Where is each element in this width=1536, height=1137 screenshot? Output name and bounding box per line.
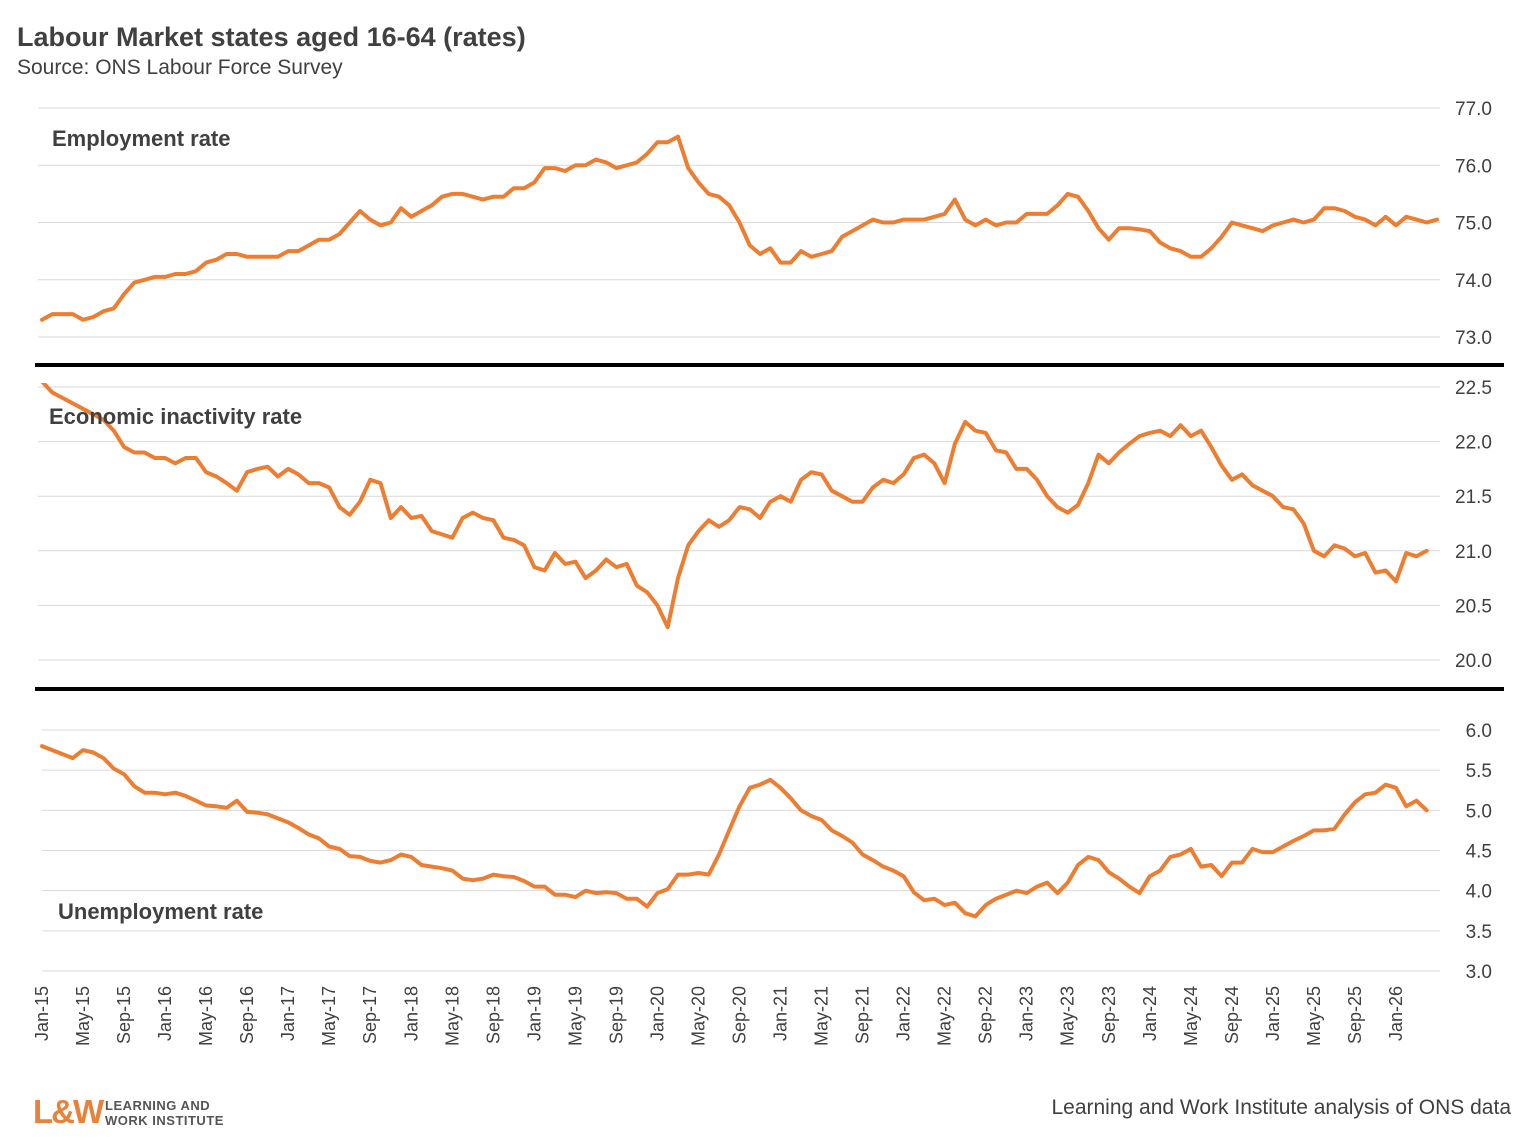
- y-tick-label: 5.0: [1466, 801, 1492, 822]
- y-tick-label: 3.5: [1466, 922, 1492, 943]
- chart-title: Labour Market states aged 16-64 (rates): [17, 22, 526, 52]
- x-tick-label: May-21: [812, 986, 832, 1046]
- y-tick-label: 21.5: [1455, 487, 1492, 508]
- x-tick-label: May-16: [196, 986, 216, 1046]
- x-tick-label: Sep-25: [1345, 986, 1365, 1044]
- x-tick-label: May-20: [689, 986, 709, 1046]
- x-tick-label: Sep-22: [976, 986, 996, 1044]
- y-tick-label: 22.5: [1455, 378, 1492, 399]
- y-tick-label: 74.0: [1455, 271, 1492, 292]
- x-tick-label: Jan-20: [647, 986, 667, 1041]
- x-tick-label: May-24: [1181, 986, 1201, 1046]
- x-tick-label: May-17: [319, 986, 339, 1046]
- y-tick-label: 5.5: [1466, 761, 1492, 782]
- lw-logo: L&W LEARNING AND WORK INSTITUTE: [33, 1094, 273, 1134]
- x-tick-label: Jan-21: [771, 986, 791, 1041]
- logo-line-2: WORK INSTITUTE: [105, 1113, 224, 1128]
- x-tick-label: Sep-18: [483, 986, 503, 1044]
- x-tick-label: Jan-19: [524, 986, 544, 1041]
- y-tick-label: 4.0: [1466, 882, 1492, 903]
- x-tick-label: Sep-15: [114, 986, 134, 1044]
- x-tick-label: Sep-16: [237, 986, 257, 1044]
- panel-title: Employment rate: [52, 126, 231, 151]
- x-tick-label: May-19: [565, 986, 585, 1046]
- y-tick-label: 77.0: [1455, 99, 1492, 120]
- x-tick-label: Jan-22: [894, 986, 914, 1041]
- y-tick-label: 73.0: [1455, 328, 1492, 349]
- logo-text: LEARNING AND WORK INSTITUTE: [105, 1098, 224, 1128]
- x-tick-label: Jan-15: [32, 986, 52, 1041]
- footer-credit: Learning and Work Institute analysis of …: [1051, 1096, 1511, 1119]
- x-tick-label: Jan-23: [1017, 986, 1037, 1041]
- x-tick-label: Sep-17: [360, 986, 380, 1044]
- logo-line-1: LEARNING AND: [105, 1098, 211, 1113]
- x-tick-label: Sep-21: [853, 986, 873, 1044]
- x-tick-label: Jan-16: [155, 986, 175, 1041]
- y-tick-label: 20.0: [1455, 651, 1492, 672]
- x-tick-label: Jan-17: [278, 986, 298, 1041]
- series-line-1: [40, 134, 1439, 322]
- x-tick-label: May-15: [73, 986, 93, 1046]
- x-tick-label: Sep-24: [1222, 986, 1242, 1044]
- x-tick-label: May-18: [442, 986, 462, 1046]
- series-line-3: [40, 744, 1429, 919]
- panel-title: Unemployment rate: [58, 899, 263, 924]
- y-tick-label: 21.0: [1455, 542, 1492, 563]
- y-tick-label: 75.0: [1455, 214, 1492, 235]
- y-tick-label: 3.0: [1466, 962, 1492, 983]
- y-tick-label: 76.0: [1455, 156, 1492, 177]
- x-tick-label: Jan-25: [1263, 986, 1283, 1041]
- panel-title: Economic inactivity rate: [49, 404, 302, 429]
- x-tick-label: May-25: [1304, 986, 1324, 1046]
- y-tick-label: 20.5: [1455, 596, 1492, 617]
- y-tick-label: 22.0: [1455, 433, 1492, 454]
- x-tick-label: Jan-24: [1140, 986, 1160, 1041]
- x-tick-label: May-23: [1058, 986, 1078, 1046]
- y-tick-label: 6.0: [1466, 721, 1492, 742]
- x-tick-label: May-22: [935, 986, 955, 1046]
- series-line-2: [40, 383, 1429, 630]
- y-tick-label: 4.5: [1466, 842, 1492, 863]
- x-tick-label: Jan-18: [401, 986, 421, 1041]
- logo-mark: L&W: [33, 1093, 104, 1130]
- x-tick-label: Sep-19: [606, 986, 626, 1044]
- chart-subtitle: Source: ONS Labour Force Survey: [17, 56, 343, 79]
- x-tick-label: Sep-20: [730, 986, 750, 1044]
- x-tick-label: Jan-26: [1386, 986, 1406, 1041]
- x-tick-label: Sep-23: [1099, 986, 1119, 1044]
